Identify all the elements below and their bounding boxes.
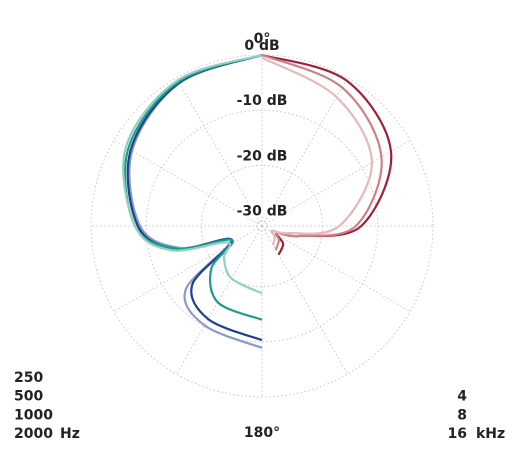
grid-ring xyxy=(145,109,379,343)
legend-entry: 500 xyxy=(14,389,43,405)
legend-entry: 1000 xyxy=(14,407,53,423)
grid-spoke xyxy=(113,225,263,312)
legend-entry: 250 xyxy=(14,370,43,386)
r-tick-label: -30 dB xyxy=(237,203,288,219)
unit-label: Hz xyxy=(60,426,80,442)
theta-tick-label: 180° xyxy=(244,425,280,441)
legend-entry: 8 xyxy=(457,407,467,423)
theta-tick-label: 0° xyxy=(254,31,271,47)
legend-entry: 2000 xyxy=(14,426,53,442)
r-tick-label: -10 dB xyxy=(237,93,288,109)
polar-line xyxy=(261,53,393,256)
r-tick-label: 0 dB xyxy=(244,38,279,54)
grid-ring xyxy=(200,164,324,288)
grid-spoke xyxy=(261,140,411,227)
grid-spoke xyxy=(261,225,411,312)
r-tick-label: -20 dB xyxy=(237,148,288,164)
grid-ring xyxy=(255,219,269,233)
polar-line xyxy=(261,53,383,251)
grid-spoke xyxy=(261,77,348,227)
grid-spoke xyxy=(261,225,348,375)
legend-entry: 4 xyxy=(457,389,467,405)
grid-spoke xyxy=(176,225,263,375)
grid-spoke xyxy=(113,140,263,227)
grid-spoke xyxy=(176,77,263,227)
polar-line xyxy=(261,56,373,246)
unit-label: kHz xyxy=(476,426,505,442)
polar-line xyxy=(122,53,263,295)
polar-line xyxy=(123,53,263,321)
legend-entry: 16 xyxy=(448,426,467,442)
